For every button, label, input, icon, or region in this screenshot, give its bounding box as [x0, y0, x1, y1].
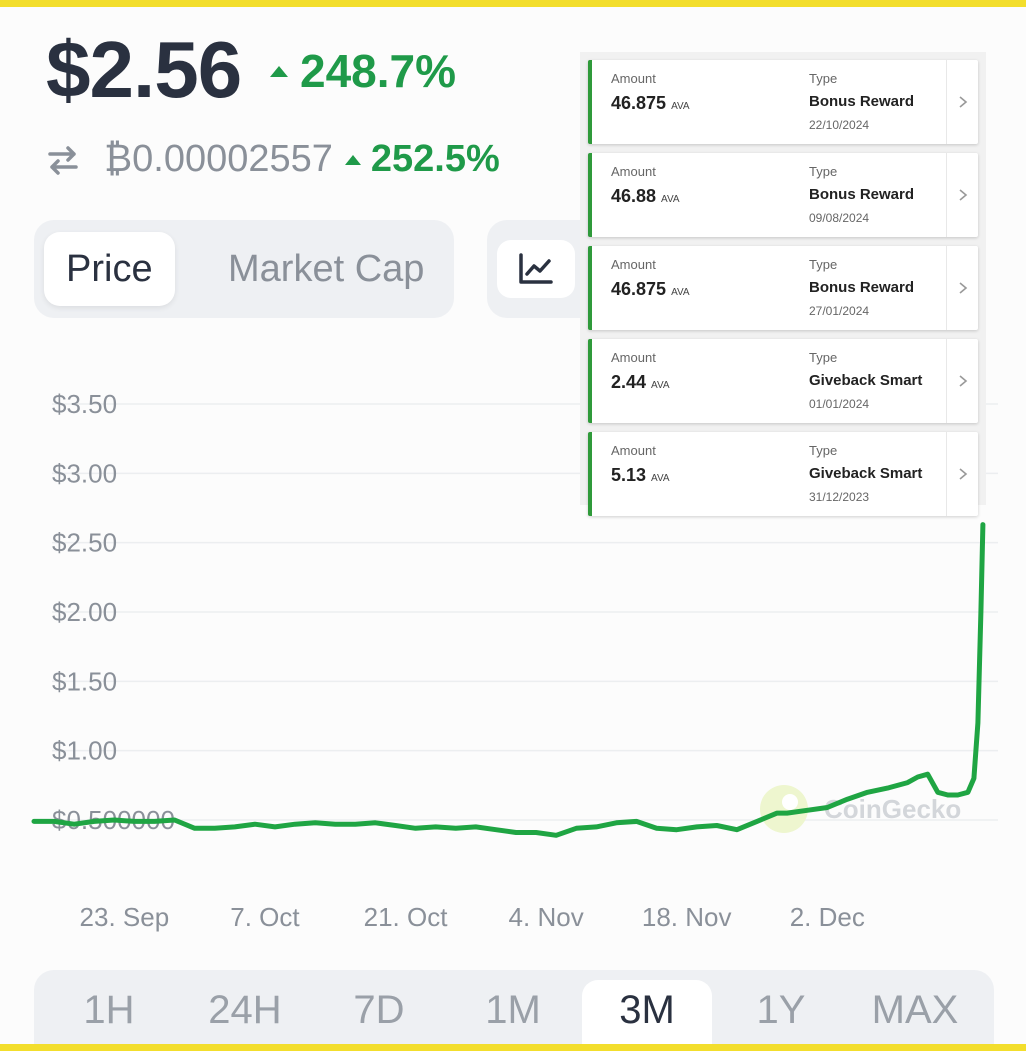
transaction-card[interactable]: Amount 2.44 AVA Type Giveback Smart 01/01/202…	[588, 339, 978, 423]
price-chart: CoinGecko $3.50 $3.00 $2.50 $2.00 $1.50 $1.00…	[31, 389, 998, 932]
amount-unit: AVA	[651, 473, 670, 484]
timeframe-max[interactable]: MAX	[871, 988, 959, 1032]
transaction-date: 09/08/2024	[809, 211, 870, 225]
type-value: Bonus Reward	[809, 93, 915, 110]
transaction-card[interactable]: Amount 46.875 AVA Type Bonus Reward 27/01/202…	[588, 246, 978, 330]
amount-label: Amount	[611, 164, 656, 179]
card-chevron	[946, 432, 979, 516]
chevron-right-icon	[959, 468, 968, 480]
btc-price: ₿0.00002557	[104, 138, 333, 180]
transaction-card[interactable]: Amount 5.13 AVA Type Giveback Smart 31/12/202…	[588, 432, 978, 516]
x-tick-label: 7. Oct	[230, 902, 300, 932]
chevron-right-icon	[959, 375, 968, 387]
triangle-up-icon	[344, 154, 361, 165]
timeframe-7d[interactable]: 7D	[353, 988, 405, 1032]
coingecko-watermark: CoinGecko	[760, 785, 961, 833]
amount-unit: AVA	[671, 287, 690, 298]
amount-label: Amount	[611, 443, 656, 458]
y-tick-label: $1.50	[52, 666, 117, 696]
amount-label: Amount	[611, 257, 656, 272]
x-tick-label: 18. Nov	[642, 902, 732, 932]
type-value: Bonus Reward	[809, 186, 915, 203]
y-tick-label: $1.00	[52, 736, 117, 766]
chart-type-switch	[487, 220, 597, 318]
amount-value: 2.44 AVA	[611, 372, 670, 393]
type-value: Bonus Reward	[809, 279, 915, 296]
timeframe-1y[interactable]: 1Y	[756, 988, 806, 1032]
amount-number: 2.44	[611, 372, 647, 392]
amount-number: 46.875	[611, 93, 667, 113]
timeframe-3m[interactable]: 3M	[582, 980, 712, 1044]
tab-market-cap[interactable]: Market Cap	[228, 248, 425, 290]
price-marketcap-toggle: Price Market Cap	[34, 220, 454, 318]
line-chart-button[interactable]	[497, 240, 575, 298]
chevron-right-icon	[959, 282, 968, 294]
timeframe-1h[interactable]: 1H	[83, 988, 135, 1032]
amount-label: Amount	[611, 71, 656, 86]
amount-value: 5.13 AVA	[611, 465, 670, 486]
type-label: Type	[809, 164, 838, 179]
type-label: Type	[809, 350, 838, 365]
type-value: Giveback Smart	[809, 372, 923, 389]
amount-unit: AVA	[661, 194, 680, 205]
y-tick-label: $3.50	[52, 389, 117, 419]
chevron-right-icon	[959, 189, 968, 201]
price-change-percent: 248.7%	[270, 44, 456, 98]
y-tick-label: $3.00	[52, 458, 117, 488]
frame-top-border	[0, 0, 1026, 7]
line-chart-icon	[519, 253, 553, 284]
current-price: $2.56	[46, 25, 242, 114]
amount-number: 5.13	[611, 465, 647, 485]
card-chevron	[946, 246, 979, 330]
x-tick-label: 4. Nov	[509, 902, 584, 932]
card-chevron	[946, 339, 979, 423]
y-tick-label: $2.50	[52, 528, 117, 558]
transaction-date: 31/12/2023	[809, 490, 870, 504]
btc-change-percent: 252.5%	[344, 138, 500, 181]
timeframe-1m[interactable]: 1M	[485, 988, 541, 1032]
amount-label: Amount	[611, 350, 656, 365]
swap-arrows-icon	[48, 145, 78, 175]
x-tick-label: 23. Sep	[80, 902, 170, 932]
x-tick-label: 2. Dec	[790, 902, 865, 932]
tab-price[interactable]: Price	[44, 232, 175, 306]
price-series-line	[31, 522, 986, 838]
transaction-date: 27/01/2024	[809, 304, 870, 318]
amount-number: 46.875	[611, 279, 667, 299]
triangle-up-icon	[270, 65, 288, 77]
type-value: Giveback Smart	[809, 465, 923, 482]
y-tick-label: $2.00	[52, 597, 117, 627]
amount-value: 46.88 AVA	[611, 186, 680, 207]
chevron-right-icon	[959, 96, 968, 108]
amount-number: 46.88	[611, 186, 657, 206]
x-tick-label: 21. Oct	[364, 902, 449, 932]
transaction-card[interactable]: Amount 46.88 AVA Type Bonus Reward 09/08/2024	[588, 153, 978, 237]
timeframe-selector: 1H 24H 7D 1M 3M 1Y MAX	[34, 970, 994, 1044]
transaction-date: 01/01/2024	[809, 397, 870, 411]
type-label: Type	[809, 71, 838, 86]
amount-unit: AVA	[651, 380, 670, 391]
transaction-date: 22/10/2024	[809, 118, 870, 132]
amount-value: 46.875 AVA	[611, 279, 690, 300]
card-chevron	[946, 153, 979, 237]
btc-change-value: 252.5%	[370, 138, 500, 180]
card-chevron	[946, 60, 979, 144]
type-label: Type	[809, 443, 838, 458]
type-label: Type	[809, 257, 838, 272]
transactions-panel: Amount 46.875 AVA Type Bonus Reward 22/10/202…	[580, 52, 986, 516]
btc-price-row: ₿0.00002557 252.5%	[46, 138, 500, 181]
frame-bottom-border	[0, 1044, 1026, 1064]
gecko-logo-eye	[782, 794, 798, 810]
transaction-card[interactable]: Amount 46.875 AVA Type Bonus Reward 22/10/202…	[588, 60, 978, 144]
amount-unit: AVA	[671, 101, 690, 112]
amount-value: 46.875 AVA	[611, 93, 690, 114]
timeframe-24h[interactable]: 24H	[208, 988, 282, 1032]
price-change-value: 248.7%	[300, 45, 457, 97]
